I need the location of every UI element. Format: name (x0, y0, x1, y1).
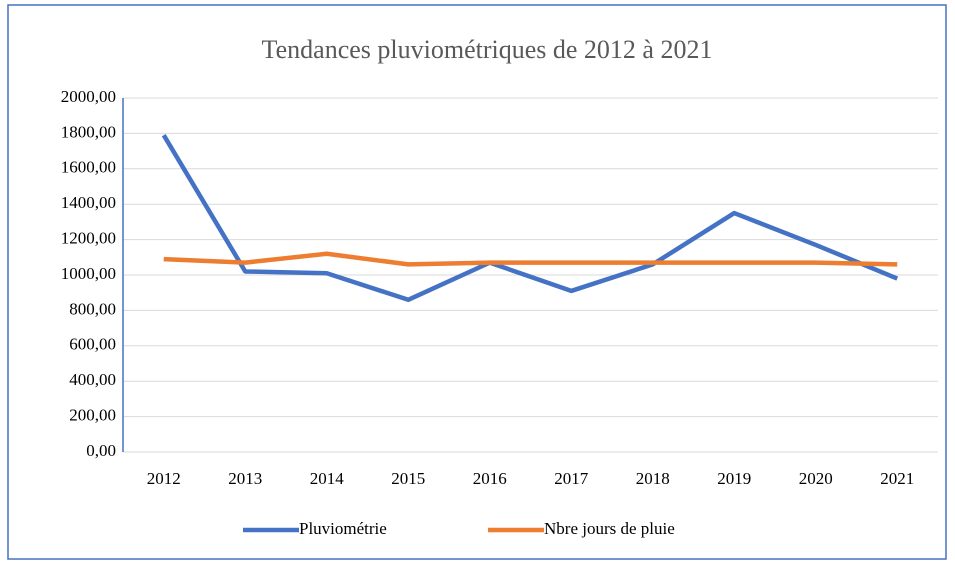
y-tick-label: 600,00 (69, 335, 116, 354)
x-tick-label: 2013 (228, 469, 262, 488)
x-tick-label: 2016 (473, 469, 507, 488)
y-tick-label: 1400,00 (61, 193, 116, 212)
y-tick-label: 1800,00 (61, 122, 116, 141)
x-tick-label: 2021 (880, 469, 914, 488)
x-tick-label: 2019 (717, 469, 751, 488)
y-tick-label: 1200,00 (61, 229, 116, 248)
x-tick-label: 2015 (391, 469, 425, 488)
legend-label: Nbre jours de pluie (544, 519, 675, 538)
y-tick-label: 1600,00 (61, 158, 116, 177)
x-tick-label: 2020 (799, 469, 833, 488)
y-tick-label: 0,00 (86, 441, 116, 460)
legend-label: Pluviométrie (299, 519, 387, 538)
y-tick-label: 2000,00 (61, 87, 116, 106)
x-tick-label: 2012 (147, 469, 181, 488)
chart-title: Tendances pluviométriques de 2012 à 2021 (262, 35, 713, 64)
x-tick-label: 2018 (636, 469, 670, 488)
x-tick-label: 2014 (310, 469, 345, 488)
y-tick-label: 200,00 (69, 406, 116, 425)
y-tick-label: 1000,00 (61, 264, 116, 283)
series-line (163, 251, 898, 267)
x-tick-label: 2017 (554, 469, 589, 488)
chart-border (7, 4, 947, 560)
series-line (161, 134, 899, 303)
y-tick-label: 800,00 (69, 299, 116, 318)
y-tick-label: 400,00 (69, 370, 116, 389)
